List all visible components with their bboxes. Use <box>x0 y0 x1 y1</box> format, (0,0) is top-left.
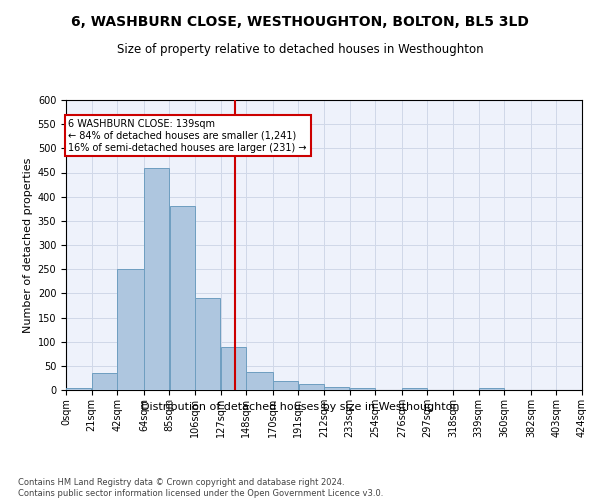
Bar <box>299 384 324 390</box>
Text: Contains HM Land Registry data © Crown copyright and database right 2024.
Contai: Contains HM Land Registry data © Crown c… <box>18 478 383 498</box>
Bar <box>221 346 246 390</box>
Bar <box>273 382 298 390</box>
Bar <box>324 386 349 390</box>
Bar <box>117 269 144 390</box>
Text: Size of property relative to detached houses in Westhoughton: Size of property relative to detached ho… <box>116 42 484 56</box>
Bar <box>246 372 273 390</box>
Text: 6, WASHBURN CLOSE, WESTHOUGHTON, BOLTON, BL5 3LD: 6, WASHBURN CLOSE, WESTHOUGHTON, BOLTON,… <box>71 15 529 29</box>
Bar <box>170 206 195 390</box>
Y-axis label: Number of detached properties: Number of detached properties <box>23 158 34 332</box>
Bar <box>195 298 220 390</box>
Bar <box>66 388 91 390</box>
Bar <box>92 373 117 390</box>
Bar <box>144 168 169 390</box>
Text: Distribution of detached houses by size in Westhoughton: Distribution of detached houses by size … <box>141 402 459 412</box>
Bar <box>479 388 504 390</box>
Text: 6 WASHBURN CLOSE: 139sqm
← 84% of detached houses are smaller (1,241)
16% of sem: 6 WASHBURN CLOSE: 139sqm ← 84% of detach… <box>68 120 307 152</box>
Bar <box>350 388 375 390</box>
Bar <box>402 388 427 390</box>
